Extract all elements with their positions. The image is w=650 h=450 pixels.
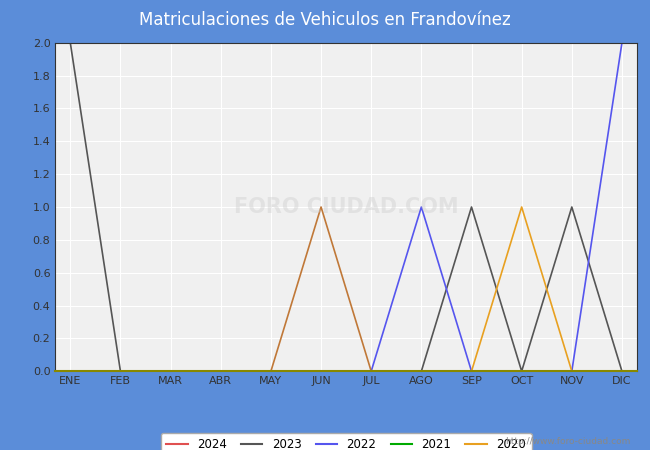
Text: Matriculaciones de Vehiculos en Frandovínez: Matriculaciones de Vehiculos en Frandoví…	[139, 11, 511, 29]
Text: http://www.foro-ciudad.com: http://www.foro-ciudad.com	[505, 436, 630, 446]
Text: FORO CIUDAD.COM: FORO CIUDAD.COM	[234, 197, 458, 217]
Legend: 2024, 2023, 2022, 2021, 2020: 2024, 2023, 2022, 2021, 2020	[161, 432, 532, 450]
